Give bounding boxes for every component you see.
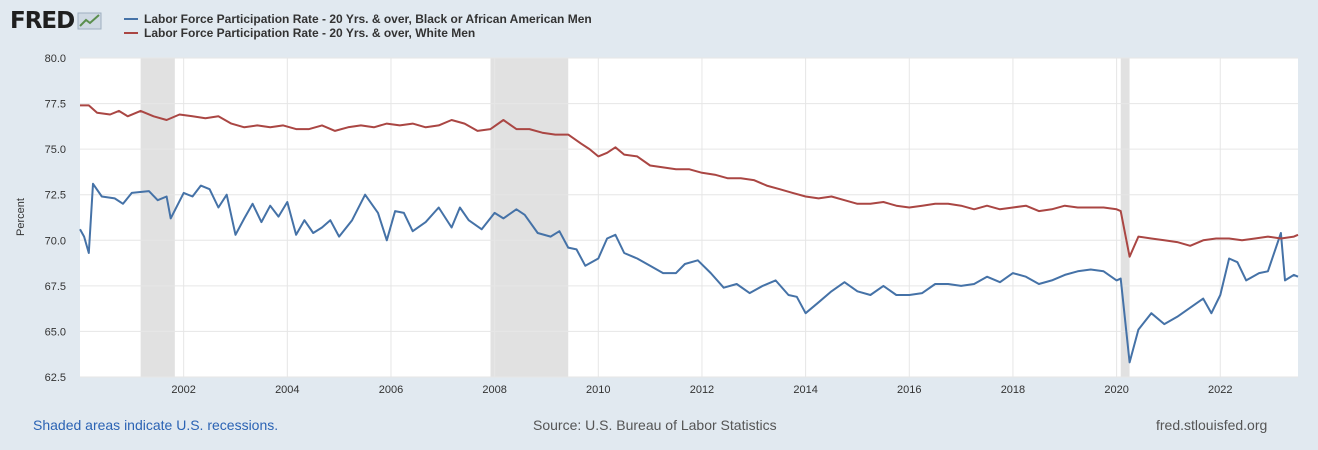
legend-item-black-men[interactable]: Labor Force Participation Rate - 20 Yrs.… [124,12,592,26]
y-tick-label: 75.0 [45,144,66,156]
x-tick-label: 2008 [482,384,506,396]
x-tick-label: 2020 [1104,384,1128,396]
recessions-note-link[interactable]: Shaded areas indicate U.S. recessions. [33,417,279,433]
recession-band-0 [140,58,175,377]
legend-swatch-black-men [124,18,138,20]
grid-lines [80,57,1298,378]
x-tick-label: 2002 [171,384,195,396]
y-tick-label: 62.5 [45,372,66,384]
legend-item-white-men[interactable]: Labor Force Participation Rate - 20 Yrs.… [124,26,592,40]
x-tick-label: 2012 [690,384,714,396]
y-tick-label: 65.0 [45,326,66,338]
series-lines [79,104,1299,364]
legend-label-black-men: Labor Force Participation Rate - 20 Yrs.… [144,12,592,26]
x-tick-label: 2006 [379,384,403,396]
logo-text: FRED [10,8,75,34]
x-tick-label: 2014 [793,384,817,396]
x-tick-label: 2010 [586,384,610,396]
recession-bands [140,58,1130,377]
y-tick-label: 80.0 [45,53,66,65]
fred-logo[interactable]: FRED [10,8,103,34]
line-chart: 62.565.067.570.072.575.077.580.0 2002 200… [15,53,1299,396]
chart-icon [77,12,102,30]
legend-label-white-men: Labor Force Participation Rate - 20 Yrs.… [144,26,476,40]
y-axis-ticks: 62.5 65.0 67.5 70.0 72.5 75.0 77.5 80.0 [45,53,66,384]
series-line-white-men[interactable] [80,104,1299,258]
x-tick-label: 2016 [897,384,921,396]
y-tick-label: 72.5 [45,190,66,202]
x-tick-label: 2018 [1001,384,1025,396]
legend: Labor Force Participation Rate - 20 Yrs.… [124,12,592,40]
x-tick-label: 2004 [275,384,299,396]
series-line-black-men[interactable] [79,182,1299,364]
source-text: Source: U.S. Bureau of Labor Statistics [533,417,777,433]
x-tick-label: 2022 [1208,384,1232,396]
legend-swatch-white-men [124,32,138,34]
y-axis-label: Percent [15,198,27,236]
x-axis-ticks: 2002 2004 2006 2008 2010 2012 2014 2016 2018 2020… [171,384,1232,396]
y-tick-label: 67.5 [45,281,66,293]
site-link[interactable]: fred.stlouisfed.org [1156,417,1268,433]
plot-area [80,58,1298,377]
y-tick-label: 77.5 [45,99,66,111]
recession-band-2 [1120,58,1130,377]
y-tick-label: 70.0 [45,235,66,247]
